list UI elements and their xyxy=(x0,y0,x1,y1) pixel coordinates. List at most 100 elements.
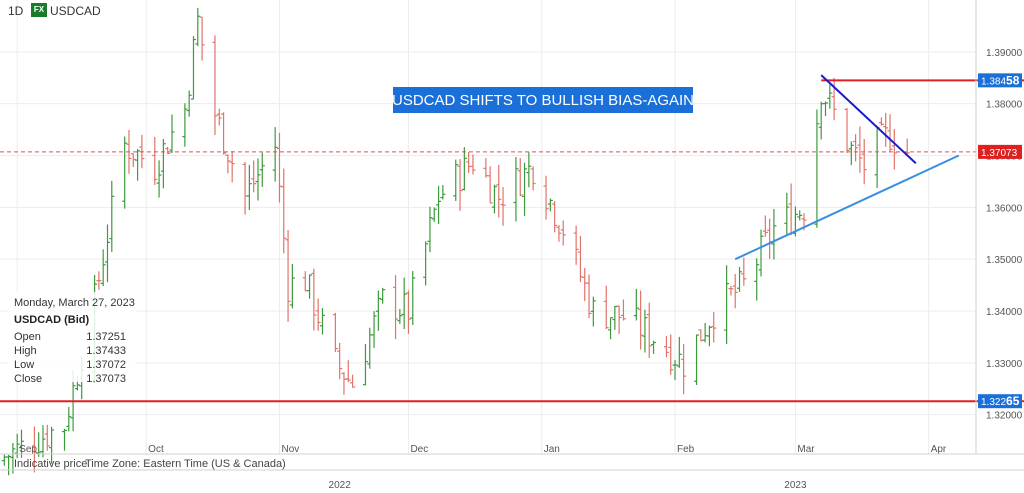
ohlc-bar xyxy=(109,180,115,252)
ohlc-bar xyxy=(49,426,55,464)
ohlc-bar xyxy=(457,159,463,211)
legend-value: 1.37073 xyxy=(86,373,126,385)
ohlc-bar xyxy=(500,187,506,226)
ohlc-bar xyxy=(754,258,760,301)
ohlc-bar xyxy=(152,136,158,185)
ohlc-bar xyxy=(289,263,295,309)
ohlc-bar xyxy=(513,156,519,222)
ohlc-bar xyxy=(470,154,476,175)
ohlc-bar xyxy=(1,454,7,466)
ohlc-bar xyxy=(762,215,768,237)
y-tick-label: 1.33000 xyxy=(986,359,1023,370)
price-label-text: 1.32265 xyxy=(981,394,1020,408)
ohlc-bar xyxy=(371,311,377,348)
symbol-label[interactable]: USDCAD xyxy=(50,4,101,18)
ohlc-bar xyxy=(681,343,687,395)
y-tick-label: 1.39000 xyxy=(986,48,1023,59)
ohlc-bar xyxy=(891,129,897,170)
ohlc-bar xyxy=(272,127,278,182)
ohlc-bar xyxy=(315,298,321,331)
price-label-box xyxy=(978,394,1022,409)
ohlc-bar xyxy=(362,343,368,386)
ohlc-bar xyxy=(251,160,257,193)
ohlc-bar xyxy=(663,336,669,358)
ohlc-bar xyxy=(483,158,489,178)
ohlc-bar xyxy=(307,274,313,299)
ohlc-bar xyxy=(242,161,248,215)
ohlc-bar xyxy=(732,274,738,309)
timezone-note[interactable]: Time Zone: Eastern Time (US & Canada) xyxy=(85,458,286,470)
ohlc-bar xyxy=(582,267,588,302)
ohlc-bar xyxy=(461,147,467,191)
legend-value: 1.37251 xyxy=(86,331,126,343)
y-tick-label: 1.34000 xyxy=(986,307,1023,318)
legend-label: Open xyxy=(14,331,41,343)
ohlc-bar xyxy=(423,241,429,286)
price-label-box xyxy=(978,73,1022,88)
ohlc-bar xyxy=(728,285,734,296)
ohlc-bar xyxy=(431,207,437,222)
ohlc-bar xyxy=(853,134,859,162)
ohlc-bar xyxy=(285,230,291,322)
ohlc-bar xyxy=(427,206,433,253)
ohlc-bar xyxy=(259,152,265,187)
ohlc-bar xyxy=(302,271,308,292)
year-label: 2022 xyxy=(329,480,352,491)
year-label: 2023 xyxy=(784,480,807,491)
ohlc-bar xyxy=(319,308,325,335)
ohlc-bar xyxy=(487,166,493,204)
y-tick-label: 1.32000 xyxy=(986,411,1023,422)
ohlc-bar xyxy=(878,117,884,126)
ohlc-bar xyxy=(345,360,351,383)
ohlc-bar xyxy=(620,299,626,321)
ohlc-bar xyxy=(831,77,837,121)
ohlc-bar xyxy=(646,302,652,359)
ohlc-bar xyxy=(229,151,235,183)
ohlc-bar xyxy=(18,429,24,458)
x-tick-label: Mar xyxy=(797,444,815,455)
ohlc-bar xyxy=(380,287,386,304)
timeframe-label[interactable]: 1D xyxy=(8,4,24,18)
ohlc-bar xyxy=(848,141,854,166)
indicative-price-note: Indicative price xyxy=(14,458,88,470)
ohlc-bar xyxy=(44,424,50,451)
ohlc-bar xyxy=(186,90,192,117)
ohlc-bar xyxy=(616,305,622,334)
ohlc-bar xyxy=(788,183,794,236)
ohlc-bar xyxy=(698,329,704,342)
ohlc-bar xyxy=(6,454,12,476)
resistance-trendline xyxy=(820,74,917,165)
ohlc-bar xyxy=(276,132,282,203)
ohlc-bar xyxy=(337,342,343,380)
ohlc-bar xyxy=(530,166,536,191)
legend-label: Close xyxy=(14,373,43,385)
ohlc-bar xyxy=(586,274,592,319)
ohlc-bar xyxy=(255,158,261,201)
y-tick-label: 1.35000 xyxy=(986,255,1023,266)
annotation-label: USDCAD SHIFTS TO BULLISH BIAS-AGAIN xyxy=(392,87,694,113)
ohlc-bar xyxy=(883,112,889,147)
ohlc-bar xyxy=(190,36,196,100)
ohlc-bar xyxy=(397,309,403,324)
ohlc-bar xyxy=(818,101,824,140)
ohlc-bar xyxy=(543,175,549,220)
ohlc-bar xyxy=(156,160,162,198)
ohlc-bar xyxy=(350,374,356,388)
grid xyxy=(0,0,976,454)
price-label-bold: 58 xyxy=(1006,73,1020,87)
x-tick-label: Nov xyxy=(281,444,299,455)
ohlc-bar xyxy=(221,112,227,155)
x-tick-label: Apr xyxy=(931,444,947,455)
ohlc-bar xyxy=(104,224,110,283)
ohlc-bar xyxy=(401,277,407,330)
price-label-text: 1.37073 xyxy=(981,148,1018,159)
price-labels: 1.38458 1.32265 1.37073 xyxy=(978,73,1022,409)
ohlc-bar xyxy=(672,359,678,381)
ohlc-bar xyxy=(393,275,399,340)
ohlc-bar xyxy=(491,184,497,214)
price-label-text: 1.38458 xyxy=(981,73,1020,87)
ohlc-bar xyxy=(737,267,743,292)
y-tick-label: 1.38000 xyxy=(986,100,1023,111)
